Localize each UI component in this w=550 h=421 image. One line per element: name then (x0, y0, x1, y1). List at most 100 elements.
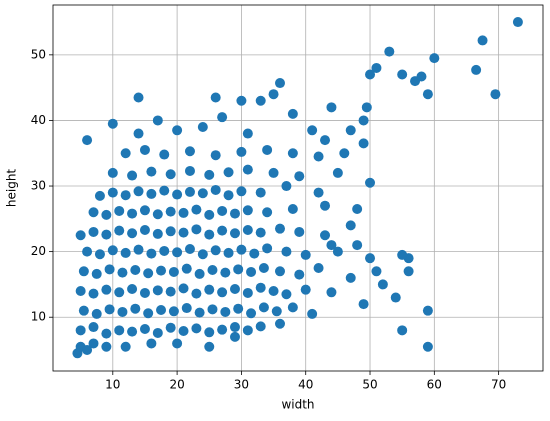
point (82, 135, 93, 146)
point (143, 308, 154, 319)
point (139, 144, 150, 155)
point (88, 338, 99, 349)
point (210, 245, 221, 256)
point (512, 17, 523, 28)
point (403, 266, 414, 277)
point (313, 187, 324, 198)
point (184, 146, 195, 157)
point (88, 322, 99, 333)
point (139, 205, 150, 216)
point (326, 287, 337, 298)
point (91, 308, 102, 319)
point (75, 230, 86, 241)
point (422, 341, 433, 352)
point (294, 269, 305, 280)
point (471, 64, 482, 75)
plot-frame (52, 4, 544, 372)
point (181, 303, 192, 314)
y-axis-label: height (5, 169, 19, 208)
point (223, 167, 234, 178)
point (152, 285, 163, 296)
point (191, 323, 202, 334)
point (194, 307, 205, 318)
point (172, 125, 183, 136)
point (422, 305, 433, 316)
point (168, 266, 179, 277)
point (249, 248, 260, 259)
point (390, 292, 401, 303)
point (156, 305, 167, 315)
point (107, 245, 118, 256)
point (181, 263, 192, 274)
point (197, 249, 208, 260)
point (210, 92, 221, 103)
point (191, 288, 202, 299)
point (371, 266, 382, 277)
point (88, 288, 99, 299)
point (339, 148, 350, 159)
point (281, 246, 292, 257)
point (490, 89, 501, 100)
point (107, 167, 118, 178)
x-tick-label: 20 (169, 378, 184, 392)
point (361, 102, 372, 113)
point (236, 186, 247, 197)
point (287, 302, 298, 313)
point (320, 230, 331, 241)
point (345, 220, 356, 231)
point (255, 187, 266, 198)
point (88, 207, 99, 218)
point (114, 205, 125, 216)
y-tick-label: 30 (31, 179, 46, 193)
point (82, 345, 93, 356)
point (242, 164, 253, 175)
point (143, 268, 154, 279)
point (271, 306, 282, 317)
point (287, 203, 298, 214)
point (255, 282, 266, 293)
point (210, 150, 221, 161)
point (294, 171, 305, 182)
point (114, 325, 125, 336)
point (207, 264, 218, 275)
point (220, 306, 231, 317)
point (172, 189, 183, 200)
point (233, 264, 244, 275)
point (178, 207, 189, 218)
point (88, 226, 99, 237)
point (130, 303, 141, 314)
point (204, 229, 215, 240)
point (246, 266, 257, 277)
point (165, 226, 176, 237)
y-tick-label: 10 (31, 310, 46, 324)
point (146, 188, 157, 199)
point (294, 226, 305, 237)
point (268, 285, 279, 296)
point (120, 247, 131, 258)
point (204, 284, 215, 295)
point (133, 92, 144, 103)
point (120, 148, 131, 159)
point (384, 46, 395, 57)
point (320, 135, 331, 146)
point (365, 177, 376, 188)
point (358, 299, 369, 310)
point (178, 283, 189, 294)
point (262, 207, 273, 218)
point (274, 266, 285, 277)
point (178, 227, 189, 238)
point (287, 148, 298, 159)
point (133, 186, 144, 197)
x-tick-label: 70 (491, 378, 506, 392)
point (377, 279, 388, 290)
point (326, 240, 337, 251)
point (300, 284, 311, 295)
point (236, 95, 247, 106)
point (127, 170, 138, 181)
point (184, 244, 195, 254)
point (217, 324, 228, 335)
point (117, 267, 128, 278)
point (127, 208, 138, 219)
point (104, 264, 115, 275)
